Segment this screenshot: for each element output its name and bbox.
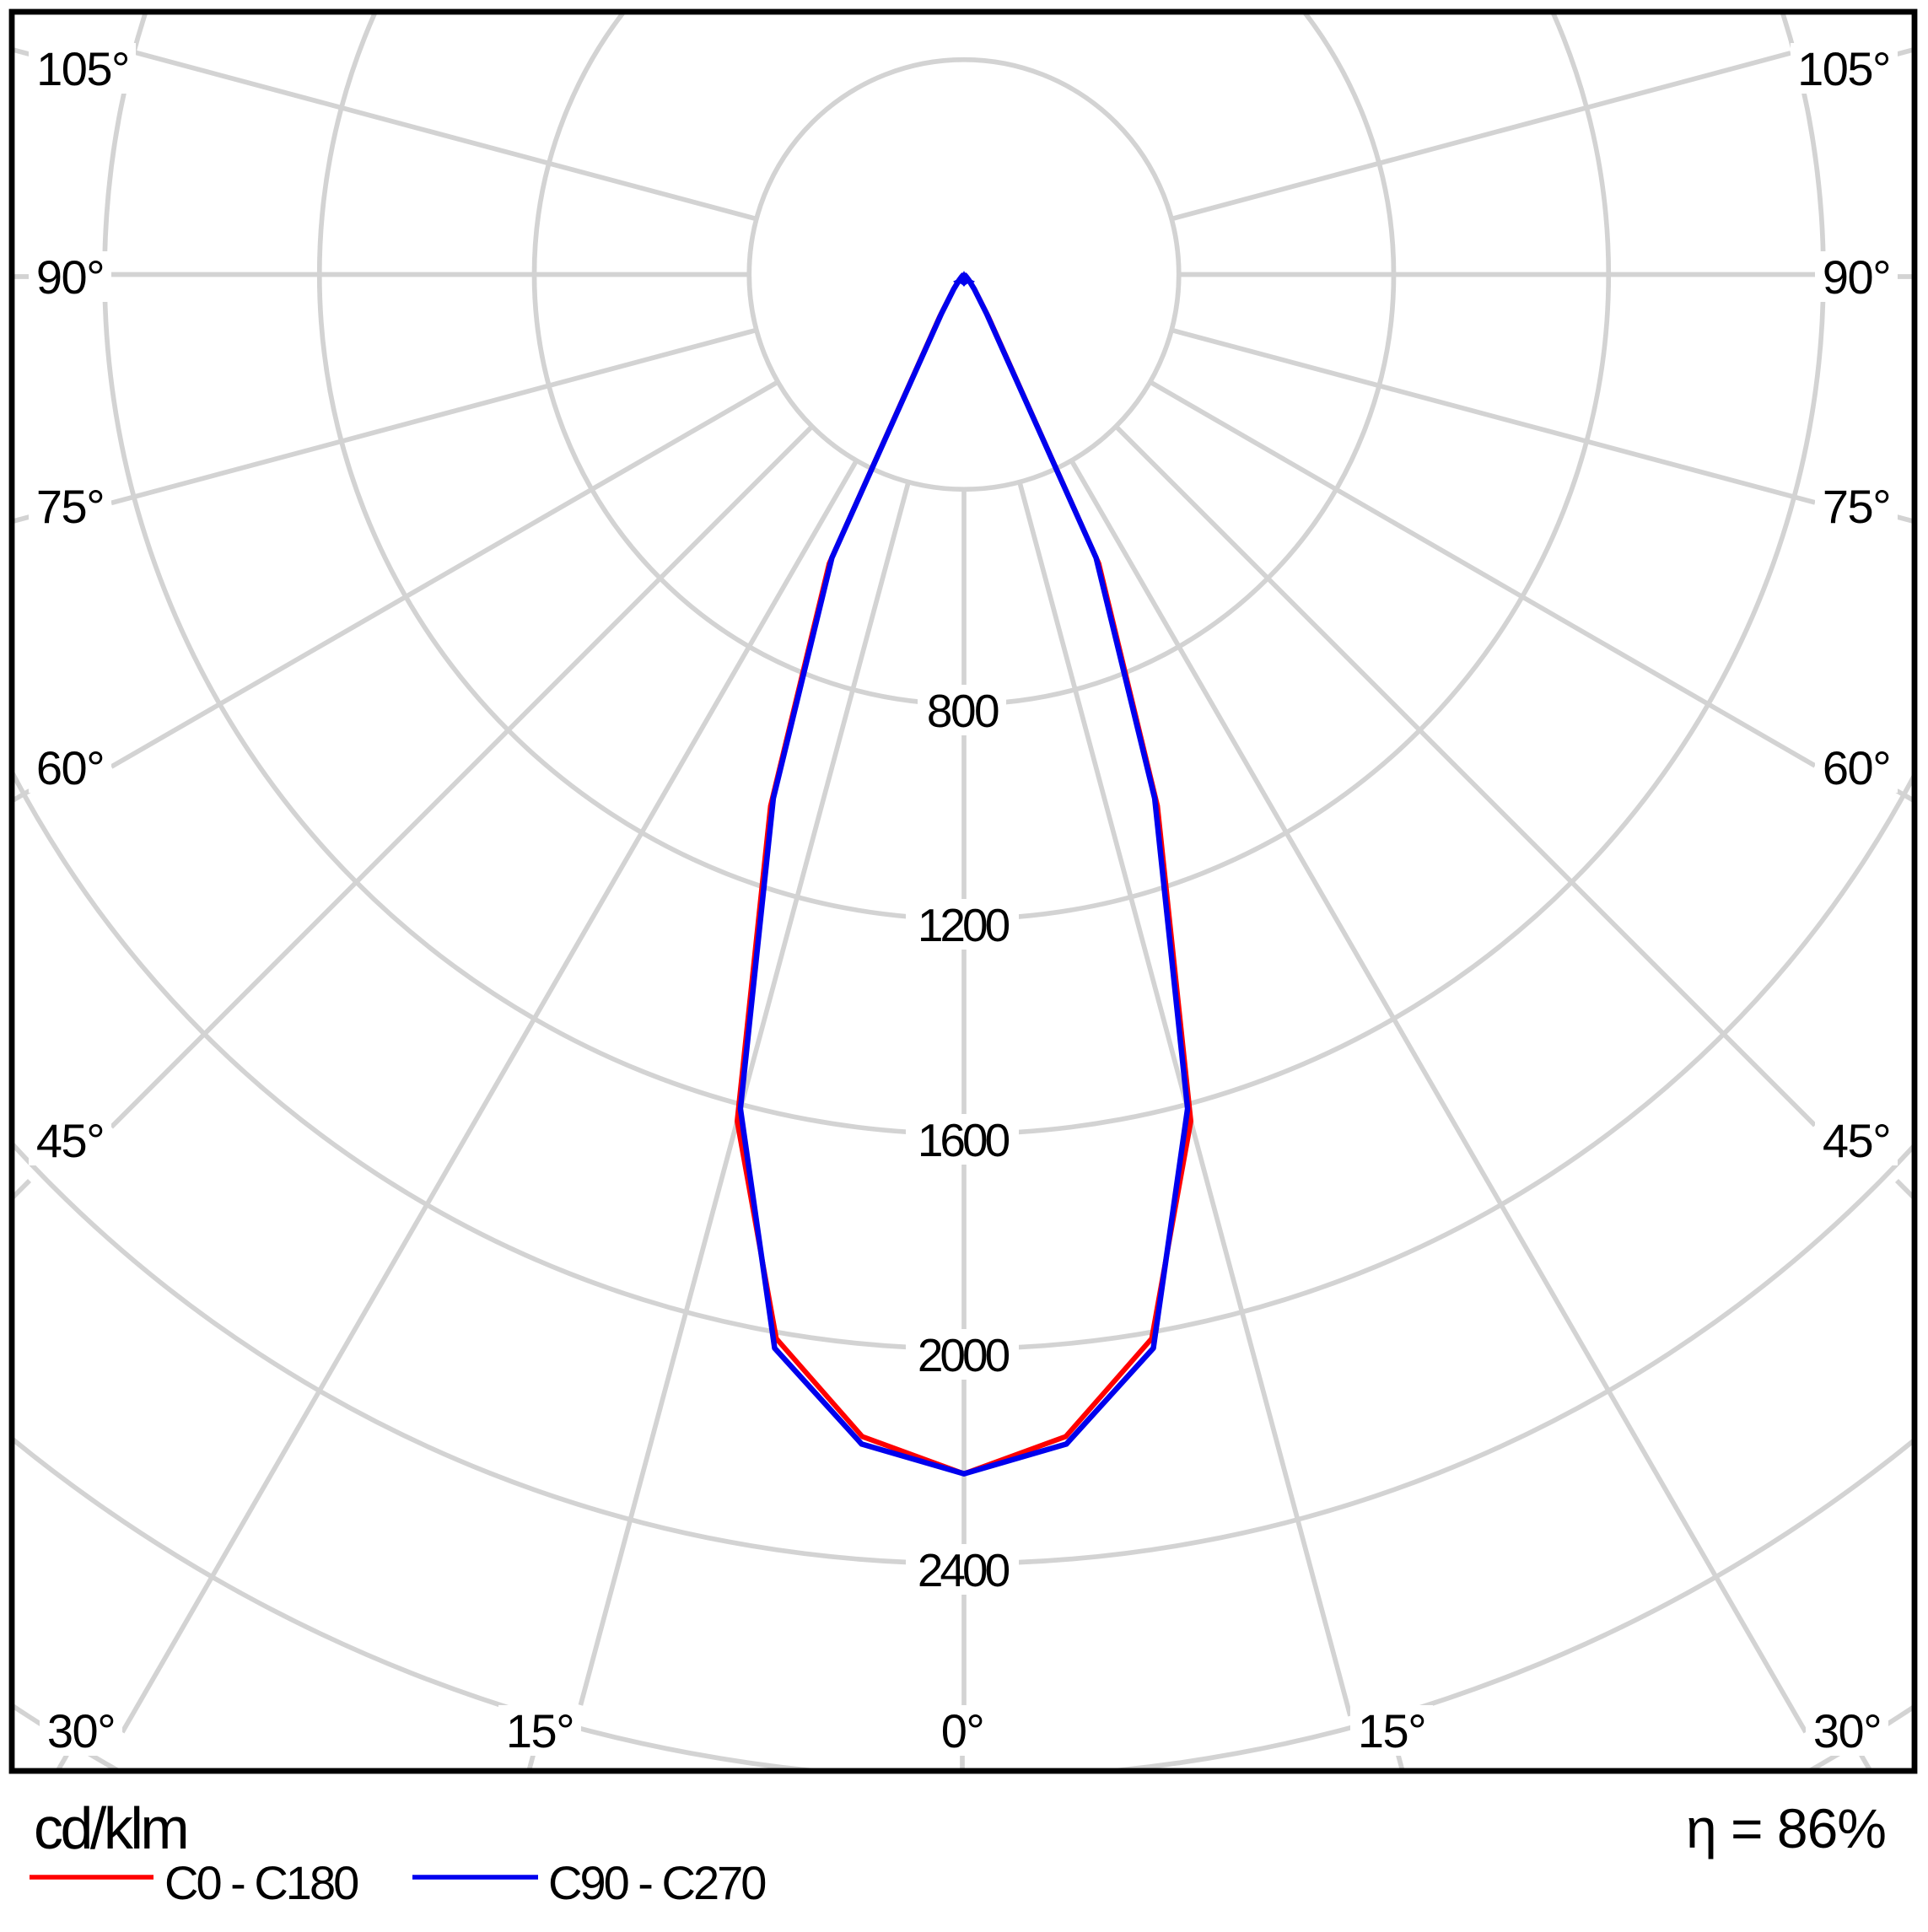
svg-text:105°: 105° — [36, 42, 129, 95]
svg-text:45°: 45° — [1823, 1114, 1890, 1167]
svg-text:1200: 1200 — [918, 899, 1010, 951]
svg-text:0°: 0° — [941, 1704, 984, 1757]
svg-text:800: 800 — [927, 685, 999, 737]
svg-text:15°: 15° — [506, 1704, 574, 1757]
svg-text:75°: 75° — [36, 480, 104, 533]
svg-text:60°: 60° — [36, 741, 104, 794]
svg-text:45°: 45° — [36, 1114, 104, 1167]
svg-text:30°: 30° — [1813, 1704, 1881, 1757]
svg-text:C0 - C180: C0 - C180 — [164, 1856, 358, 1909]
svg-text:2400: 2400 — [918, 1544, 1010, 1596]
svg-text:90°: 90° — [1823, 250, 1890, 304]
svg-text:1600: 1600 — [918, 1114, 1010, 1166]
svg-text:2000: 2000 — [918, 1329, 1010, 1381]
svg-text:cd/klm: cd/klm — [34, 1795, 186, 1861]
svg-text:15°: 15° — [1358, 1704, 1425, 1757]
svg-text:η = 86%: η = 86% — [1686, 1797, 1886, 1859]
svg-text:105°: 105° — [1797, 42, 1890, 95]
svg-text:30°: 30° — [47, 1704, 115, 1757]
svg-text:C90 - C270: C90 - C270 — [548, 1856, 765, 1909]
svg-text:75°: 75° — [1823, 480, 1890, 533]
svg-text:60°: 60° — [1823, 741, 1890, 794]
svg-text:90°: 90° — [36, 250, 104, 304]
